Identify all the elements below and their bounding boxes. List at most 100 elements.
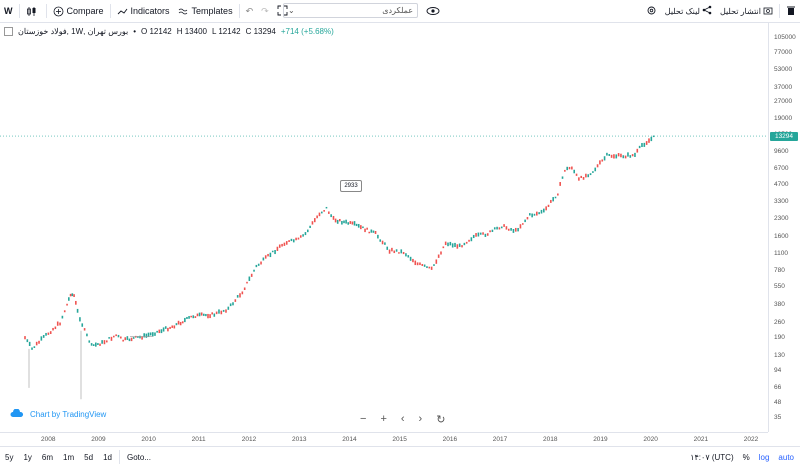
- candle: [290, 238, 293, 242]
- indicators-button[interactable]: Indicators: [113, 0, 174, 22]
- candle: [145, 333, 148, 338]
- candle: [374, 230, 377, 234]
- range-1d[interactable]: 1d: [103, 452, 112, 462]
- range-1m[interactable]: 1m: [63, 452, 75, 462]
- auto-toggle[interactable]: auto: [778, 452, 794, 462]
- price-axis[interactable]: 1050007700053000370002700019000135009600…: [768, 22, 800, 432]
- candle: [184, 317, 186, 323]
- candle: [292, 239, 295, 243]
- scroll-right-button[interactable]: ›: [418, 413, 423, 425]
- price-tick: 105000: [774, 34, 796, 41]
- legend-dot: •: [133, 27, 137, 36]
- reset-button[interactable]: ↻: [436, 414, 446, 426]
- candle: [52, 327, 54, 331]
- candle: [255, 264, 258, 268]
- candle: [264, 255, 267, 259]
- candle: [620, 153, 622, 158]
- candle: [260, 261, 262, 265]
- divider: [238, 4, 240, 18]
- candle: [503, 224, 505, 227]
- price-tick: 2300: [774, 215, 789, 223]
- eye-button[interactable]: [426, 4, 440, 22]
- range-1y[interactable]: 1y: [23, 452, 32, 462]
- candle: [643, 142, 646, 147]
- plus-circle-icon: [53, 6, 64, 17]
- share-button[interactable]: لینک تحلیل: [661, 0, 716, 22]
- candle: [407, 255, 410, 258]
- tradingview-logo[interactable]: Chart by TradingView: [10, 408, 106, 420]
- candle: [323, 210, 325, 212]
- candle: [83, 328, 86, 331]
- price-tick: 77000: [774, 48, 793, 56]
- goto-button[interactable]: Goto...: [126, 452, 151, 462]
- candle: [608, 154, 611, 156]
- candle: [362, 226, 364, 229]
- candle: [468, 239, 470, 242]
- candle: [531, 213, 533, 218]
- candle: [239, 293, 241, 298]
- collapse-icon[interactable]: [4, 27, 13, 36]
- candle: [328, 211, 330, 214]
- candle: [271, 250, 274, 253]
- price-tick: 380: [774, 300, 785, 308]
- candle: [139, 335, 141, 339]
- legend-change: +714 (+5.68%): [280, 27, 334, 36]
- interval-button[interactable]: W: [0, 0, 17, 22]
- legend-high: H 13400: [176, 27, 207, 36]
- time-tick: 2008: [41, 436, 56, 443]
- candle: [589, 173, 592, 176]
- range-5y[interactable]: 5y: [5, 452, 14, 462]
- delete-button[interactable]: [782, 0, 800, 22]
- candle: [332, 215, 335, 220]
- candle: [318, 212, 321, 217]
- percent-toggle[interactable]: %: [742, 452, 750, 462]
- candle: [28, 341, 31, 346]
- candle: [137, 336, 139, 338]
- compare-button[interactable]: Compare: [49, 0, 108, 22]
- candle: [169, 326, 171, 329]
- price-tick: 130: [774, 351, 785, 359]
- scroll-left-button[interactable]: ‹: [400, 413, 405, 425]
- candle: [149, 332, 152, 336]
- candle: [81, 323, 84, 327]
- fullscreen-button[interactable]: [273, 0, 292, 22]
- settings-button[interactable]: [642, 0, 661, 22]
- candle: [181, 321, 184, 324]
- price-chart[interactable]: [0, 22, 768, 432]
- zoom-out-button[interactable]: −: [360, 413, 367, 425]
- publish-button[interactable]: انتشار تحلیل: [716, 0, 777, 22]
- chart-type-button[interactable]: [22, 0, 44, 22]
- candle: [652, 135, 655, 138]
- candle: [243, 287, 246, 291]
- undo-button[interactable]: ↶: [242, 0, 258, 22]
- range-5d[interactable]: 5d: [84, 452, 94, 462]
- time-axis[interactable]: 2008 2009 2010 2011 2012 2013 2014 2015 2016 2017…: [0, 432, 768, 447]
- scale-options: ۱۴:۰۷ (UTC) % log auto: [690, 447, 794, 467]
- templates-button[interactable]: Templates: [174, 0, 237, 22]
- log-toggle[interactable]: log: [758, 452, 770, 462]
- candle: [171, 325, 174, 328]
- candle: [360, 225, 362, 230]
- symbol-search-input[interactable]: ⌄ عملکردی: [283, 3, 418, 18]
- candle: [496, 226, 498, 230]
- candle: [634, 152, 636, 157]
- range-6m[interactable]: 6m: [41, 452, 54, 462]
- candle: [491, 229, 494, 232]
- templates-label: Templates: [191, 6, 233, 16]
- candle: [500, 226, 503, 229]
- candle: [126, 336, 129, 340]
- candle: [540, 209, 543, 214]
- candle: [141, 336, 143, 340]
- timezone-label[interactable]: ۱۴:۰۷ (UTC): [690, 452, 734, 462]
- candle: [393, 250, 396, 254]
- candle: [353, 221, 356, 226]
- candle: [428, 266, 431, 269]
- candle: [79, 317, 81, 322]
- zoom-in-button[interactable]: +: [380, 413, 387, 425]
- candle: [631, 154, 634, 157]
- price-tick: 260: [774, 318, 785, 326]
- candle: [232, 302, 234, 306]
- candle: [31, 347, 33, 350]
- candle: [547, 204, 550, 208]
- redo-button[interactable]: ↷: [257, 0, 273, 22]
